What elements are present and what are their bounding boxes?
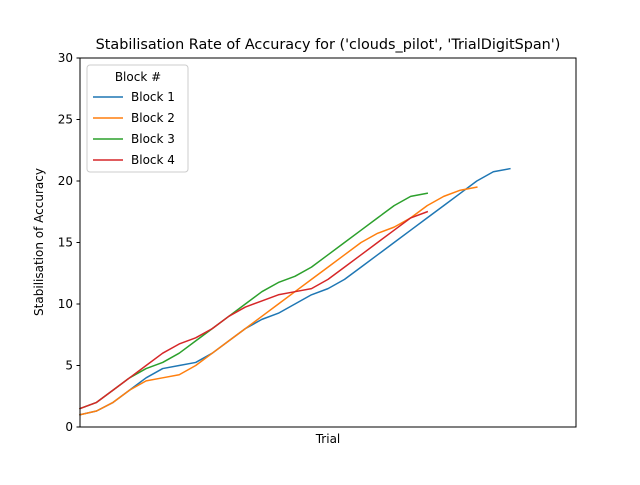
y-tick-label: 10 [58,297,73,311]
series-line-block-4 [79,210,429,410]
y-axis-label: Stabilisation of Accuracy [32,168,46,316]
legend-label-block-4: Block 4 [131,153,175,167]
legend-box [86,64,189,173]
plot-lines [79,167,511,416]
legend-label-block-1: Block 1 [131,90,175,104]
y-tick-label: 0 [65,420,73,434]
y-tick-label: 5 [65,359,73,373]
series-line-block-2 [79,186,478,416]
legend-items: Block 1 Block 2 Block 3 Block 4 [93,90,175,167]
series-line-block-1 [79,167,511,416]
y-axis-ticks: 0 5 10 15 20 25 30 [58,51,80,434]
legend-title: Block # [115,70,161,84]
x-axis-label: Trial [315,432,341,446]
y-tick-label: 15 [58,236,73,250]
plot-frame [79,57,577,428]
y-tick-label: 25 [58,113,73,127]
series-line-block-3 [79,192,429,410]
legend: Block # Block 1 Block 2 Block 3 Block 4 [86,64,189,173]
legend-label-block-3: Block 3 [131,132,175,146]
legend-label-block-2: Block 2 [131,111,175,125]
y-tick-label: 30 [58,51,73,65]
chart-title: Stabilisation Rate of Accuracy for ('clo… [96,37,561,53]
y-tick-label: 20 [58,174,73,188]
